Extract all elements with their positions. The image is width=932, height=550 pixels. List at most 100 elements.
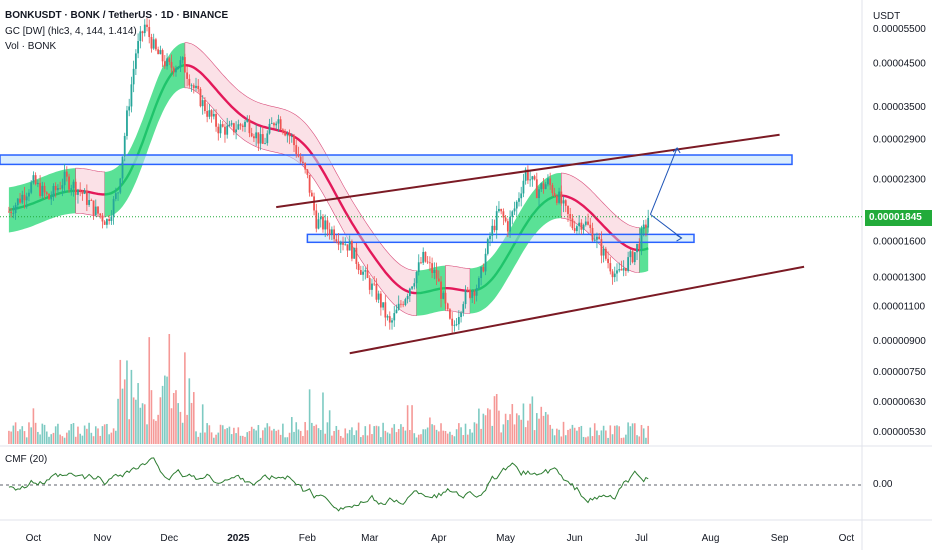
volume-bar	[453, 436, 456, 444]
candle-body	[172, 67, 175, 73]
candle-body	[302, 161, 304, 164]
candle-body	[228, 124, 231, 126]
volume-bar	[429, 417, 431, 444]
volume-bar	[123, 379, 126, 444]
candle-body	[633, 252, 636, 263]
volume-bar	[135, 399, 137, 444]
candle-body	[408, 288, 411, 297]
candle-body	[68, 176, 70, 190]
candle-body	[607, 258, 609, 264]
candle-body	[453, 324, 456, 326]
cmf-legend[interactable]: CMF (20)	[5, 454, 48, 465]
candle-body	[426, 261, 429, 263]
candle-body	[14, 205, 17, 214]
volume-bar	[52, 432, 55, 444]
candle-body	[642, 224, 645, 229]
candle-body	[388, 316, 391, 323]
candle-body	[248, 119, 251, 134]
volume-bar	[460, 427, 462, 444]
volume-bar	[23, 431, 26, 444]
zones	[0, 154, 862, 244]
candle-body	[353, 247, 356, 259]
volume-bar	[455, 429, 458, 444]
candle-body	[152, 39, 155, 49]
candle-body	[94, 206, 97, 216]
candle-body	[342, 242, 344, 245]
candle-body	[627, 257, 630, 271]
y-tick-label: 0.00000750	[873, 367, 926, 378]
volume-bar	[522, 403, 525, 444]
candle-body	[266, 133, 269, 144]
candle-body	[92, 200, 95, 216]
cmf-line	[8, 457, 649, 512]
candle-body	[28, 192, 30, 197]
volume-bar	[424, 429, 427, 444]
candle-body	[584, 221, 587, 225]
volume-bar	[54, 426, 57, 444]
candle-body	[647, 217, 650, 228]
volume-bar	[645, 437, 647, 444]
candle-body	[495, 211, 498, 231]
volume-bar	[121, 388, 124, 444]
volume-bar	[108, 434, 110, 444]
candle-body	[604, 248, 607, 259]
candle-body	[451, 318, 454, 326]
volume-bar	[440, 423, 442, 444]
volume-bar	[564, 435, 567, 444]
volume-bar	[527, 420, 529, 444]
candle-body	[335, 239, 338, 242]
volume-bar	[14, 422, 17, 444]
candle-body	[355, 247, 358, 264]
volume-bar	[228, 426, 231, 444]
volume-legend[interactable]: Vol · BONK	[5, 41, 57, 52]
volume-bar	[397, 428, 400, 444]
candle-body	[609, 263, 612, 272]
volume-bar	[253, 428, 255, 444]
candle-body	[491, 225, 494, 236]
volume-bar	[17, 431, 19, 444]
volume-bar	[115, 430, 117, 444]
volume-bar	[591, 436, 594, 444]
volume-bar	[148, 337, 151, 444]
volume-bar	[199, 432, 202, 444]
candle-body	[297, 154, 300, 157]
candle-body	[119, 178, 122, 193]
symbol-title[interactable]: BONKUSDT · BONK / TetherUS · 1D · BINANC…	[5, 10, 229, 21]
x-tick-label: May	[496, 533, 515, 544]
volume-bar	[536, 413, 538, 444]
candle-body	[569, 214, 572, 219]
candle-body	[404, 299, 407, 306]
candle-body	[270, 123, 273, 125]
candle-body	[85, 190, 88, 205]
volume-bar	[304, 422, 306, 444]
volume-bar	[629, 426, 632, 444]
candle-body	[163, 61, 166, 67]
volume-bar	[371, 434, 373, 444]
candle-body	[253, 136, 255, 139]
volume-bar	[560, 436, 563, 444]
indicator-legend[interactable]: GC [DW] (hlc3, 4, 144, 1.414)	[5, 26, 137, 37]
candle-body	[126, 110, 128, 136]
candle-body	[210, 110, 213, 117]
volume-bar	[426, 427, 429, 444]
channel-lower-line	[349, 265, 805, 355]
candles	[8, 18, 650, 333]
arrow-head	[672, 147, 681, 154]
candle-body	[70, 188, 73, 190]
candle-body	[239, 124, 242, 126]
candle-body	[636, 243, 638, 253]
y-tick-label: 0.00004500	[873, 59, 926, 70]
candle-body	[475, 288, 478, 296]
candle-body	[255, 132, 258, 139]
candle-body	[204, 100, 206, 112]
candle-body	[161, 50, 164, 62]
volume-bar	[449, 431, 451, 444]
x-tick-label: Sep	[771, 533, 789, 544]
candle-body	[74, 181, 77, 195]
price-unit: USDT	[873, 11, 901, 22]
candle-body	[16, 198, 19, 206]
candle-body	[351, 241, 353, 259]
volume-bar	[101, 426, 104, 444]
